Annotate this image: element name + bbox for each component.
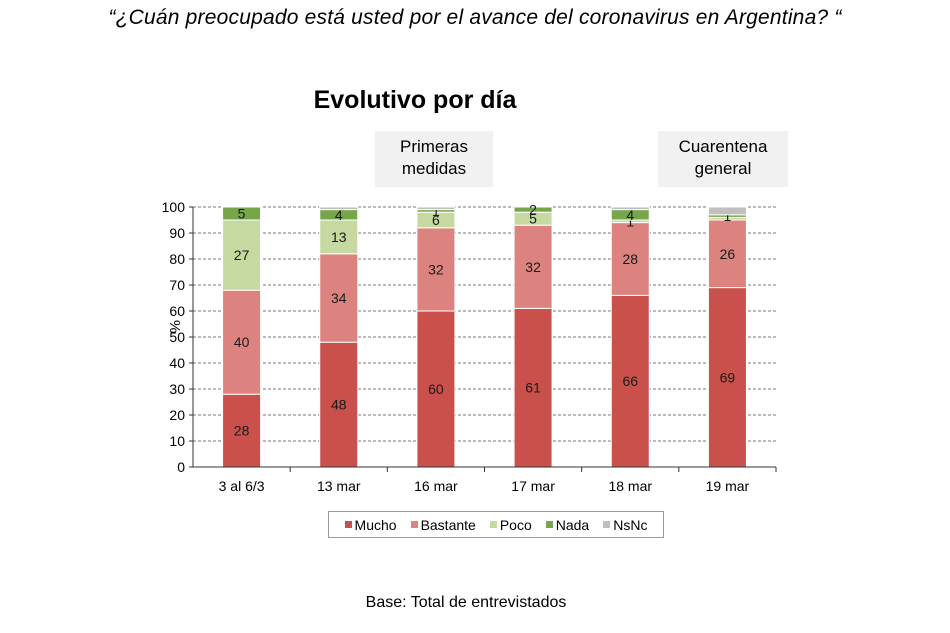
chart-title: Evolutivo por día — [313, 86, 517, 114]
data-label: 32 — [428, 261, 444, 277]
data-label: 5 — [238, 206, 246, 222]
data-label: 60 — [428, 381, 444, 397]
data-label: 40 — [234, 334, 250, 350]
legend-swatch — [603, 521, 611, 528]
legend-item-nsnc: NsNc — [603, 517, 647, 533]
data-label: 34 — [331, 290, 347, 306]
x-tick-label: 16 mar — [414, 478, 458, 494]
data-label: 2 — [529, 202, 537, 218]
data-label: 13 — [331, 229, 347, 245]
legend-label: Nada — [555, 516, 590, 533]
legend-label: Bastante — [420, 516, 476, 533]
data-label: 69 — [720, 369, 736, 385]
legend-swatch — [410, 521, 418, 528]
bar-segment-poco — [222, 219, 262, 291]
data-label: 61 — [525, 380, 541, 396]
y-tick-label: 40 — [169, 355, 185, 371]
bar-segment-nada — [513, 206, 553, 213]
x-tick-label: 3 al 6/3 — [219, 478, 265, 494]
bar-segment-nsnc — [707, 206, 747, 216]
annotation-cuarentena-general: Cuarentena general — [658, 131, 788, 187]
bar-segment-mucho — [707, 287, 747, 468]
x-tick-label: 19 mar — [706, 478, 750, 494]
legend: Mucho Bastante Poco Nada NsNc — [328, 511, 664, 538]
data-label: 66 — [622, 373, 638, 389]
legend-item-mucho: Mucho — [344, 516, 397, 533]
bar-segment-poco — [319, 219, 359, 255]
x-tick-label: 18 mar — [608, 478, 652, 494]
gridlines — [193, 206, 776, 442]
bar-segment-bastante — [222, 289, 262, 395]
data-label: 48 — [331, 397, 347, 413]
legend-swatch — [489, 521, 497, 528]
bar-segment-mucho — [513, 307, 553, 468]
y-tick-label: 80 — [169, 251, 185, 267]
data-label: 6 — [432, 212, 440, 228]
y-tick-label: 60 — [169, 303, 185, 319]
legend-label: NsNc — [613, 516, 648, 533]
legend-item-bastante: Bastante — [410, 516, 476, 533]
bar-segment-bastante — [416, 227, 456, 312]
y-axis-label: % — [166, 320, 183, 333]
bar-segment-bastante — [707, 219, 747, 289]
y-tick-label: 90 — [169, 225, 185, 241]
annotation-primeras-medidas: Primeras medidas — [375, 131, 493, 187]
y-tick-label: 100 — [162, 199, 186, 215]
legend-swatch — [344, 521, 352, 528]
data-label: 1 — [626, 213, 634, 229]
bar-segment-mucho — [319, 341, 359, 468]
axes: 0 10 20 30 40 50 60 70 80 90 100 3 al 6/3 13 mar 16 m… — [162, 199, 777, 494]
x-tick-label: 13 mar — [317, 478, 361, 494]
data-label: 1 — [432, 203, 440, 219]
bar-segment-mucho — [610, 294, 650, 468]
legend-label: Mucho — [354, 516, 397, 533]
bar-segment-nada — [222, 206, 262, 221]
data-label: 27 — [234, 247, 250, 263]
y-tick-label: 0 — [177, 459, 185, 475]
y-tick-label: 50 — [169, 329, 185, 345]
bar-segment-nsnc — [319, 206, 359, 211]
legend-swatch — [545, 521, 553, 528]
data-label: 26 — [720, 246, 736, 262]
base-note: Base: Total de entrevistados — [365, 594, 567, 611]
bar-segment-nsnc — [416, 206, 456, 211]
bar-segment-mucho — [222, 393, 262, 468]
data-label: 28 — [234, 423, 250, 439]
legend-item-poco: Poco — [489, 516, 532, 533]
x-tick-label: 17 mar — [511, 478, 555, 494]
y-tick-label: 30 — [169, 381, 185, 397]
bar-segment-nsnc — [610, 206, 650, 211]
y-tick-label: 70 — [169, 277, 185, 293]
data-label: 5 — [529, 211, 537, 227]
bar-segment-bastante — [319, 253, 359, 343]
data-label: 28 — [622, 251, 638, 267]
data-label: 4 — [626, 207, 634, 223]
survey-question: “¿Cuán preocupado está usted por el avan… — [108, 6, 842, 29]
data-label: 32 — [525, 259, 541, 275]
bar-segment-bastante — [610, 222, 650, 296]
bar-segment-mucho — [416, 310, 456, 468]
data-label: 1 — [724, 208, 732, 224]
legend-label: Poco — [499, 516, 532, 533]
y-tick-label: 20 — [169, 407, 185, 423]
bar-segment-bastante — [513, 224, 553, 309]
data-label: 4 — [335, 207, 343, 223]
y-tick-label: 10 — [169, 433, 185, 449]
legend-item-nada: Nada — [545, 516, 590, 533]
